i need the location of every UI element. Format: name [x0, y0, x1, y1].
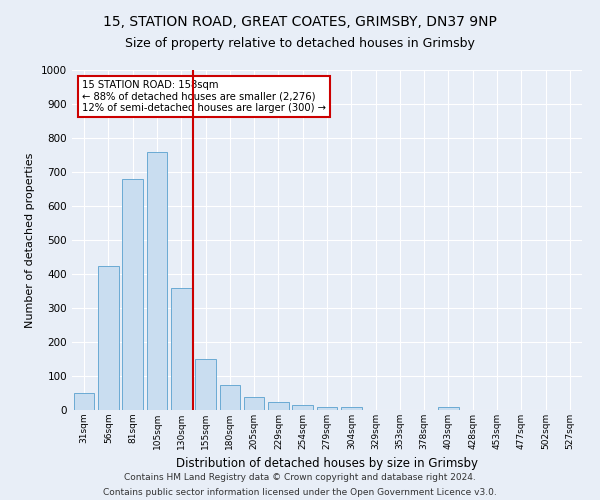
Bar: [244, 397, 265, 410]
Bar: [195, 359, 216, 410]
Text: Contains public sector information licensed under the Open Government Licence v3: Contains public sector information licen…: [103, 488, 497, 497]
Bar: [341, 408, 362, 410]
Y-axis label: Number of detached properties: Number of detached properties: [25, 152, 35, 328]
Bar: [146, 152, 167, 410]
Bar: [292, 405, 313, 410]
Bar: [317, 406, 337, 410]
Bar: [98, 266, 119, 410]
Bar: [438, 408, 459, 410]
X-axis label: Distribution of detached houses by size in Grimsby: Distribution of detached houses by size …: [176, 458, 478, 470]
Bar: [268, 402, 289, 410]
Bar: [220, 385, 240, 410]
Text: 15, STATION ROAD, GREAT COATES, GRIMSBY, DN37 9NP: 15, STATION ROAD, GREAT COATES, GRIMSBY,…: [103, 15, 497, 29]
Bar: [74, 393, 94, 410]
Text: Size of property relative to detached houses in Grimsby: Size of property relative to detached ho…: [125, 38, 475, 51]
Bar: [122, 179, 143, 410]
Text: Contains HM Land Registry data © Crown copyright and database right 2024.: Contains HM Land Registry data © Crown c…: [124, 473, 476, 482]
Bar: [171, 288, 191, 410]
Text: 15 STATION ROAD: 158sqm
← 88% of detached houses are smaller (2,276)
12% of semi: 15 STATION ROAD: 158sqm ← 88% of detache…: [82, 80, 326, 114]
